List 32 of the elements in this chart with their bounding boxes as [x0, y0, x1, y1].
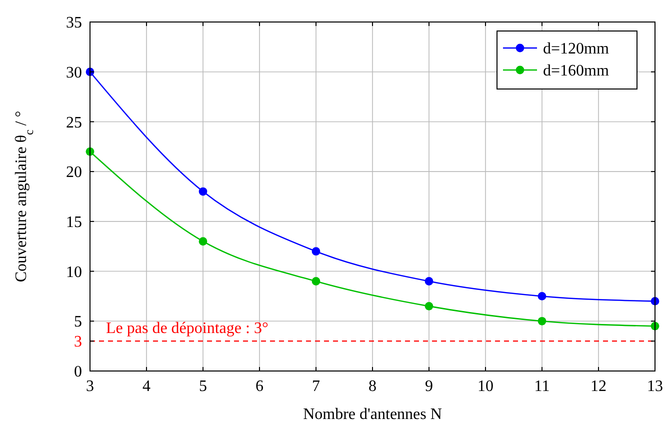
point — [538, 292, 546, 300]
point — [424, 277, 434, 286]
y-tick-label: 35 — [66, 14, 82, 32]
legend-label: d=160mm — [543, 62, 610, 80]
ref-line-label: Le pas de dépointage : 3° — [106, 320, 268, 338]
x-tick-label: 4 — [142, 378, 150, 395]
y-tick-label: 10 — [66, 264, 82, 281]
y-tick-label: 25 — [66, 114, 82, 132]
point — [312, 277, 320, 286]
x-tick-label: 8 — [368, 378, 376, 395]
x-tick-label: 6 — [256, 378, 264, 395]
point — [312, 247, 320, 256]
x-axis-title: Nombre d'antennes N — [303, 406, 442, 421]
y-tick-label: 0 — [74, 364, 82, 381]
x-tick-label: 5 — [199, 378, 207, 395]
x-tick-label: 9 — [425, 378, 433, 395]
y-tick-label: 3 — [74, 334, 82, 351]
x-tick-label: 7 — [312, 378, 320, 395]
x-tick-label: 3 — [86, 378, 94, 395]
y-tick-label: 5 — [74, 314, 82, 331]
point — [538, 316, 546, 326]
y-tick-label: 30 — [66, 64, 82, 82]
legend-label: d=120mm — [543, 40, 610, 58]
point — [198, 187, 208, 196]
x-tick-label: 11 — [534, 378, 550, 395]
point — [198, 237, 208, 246]
x-tick-label: 13 — [647, 378, 663, 395]
y-tick-label: 15 — [66, 214, 82, 232]
x-tick-label: 12 — [590, 378, 606, 395]
y-tick-label: 20 — [66, 164, 82, 182]
point — [424, 302, 434, 310]
x-tick-label: 10 — [478, 378, 494, 395]
